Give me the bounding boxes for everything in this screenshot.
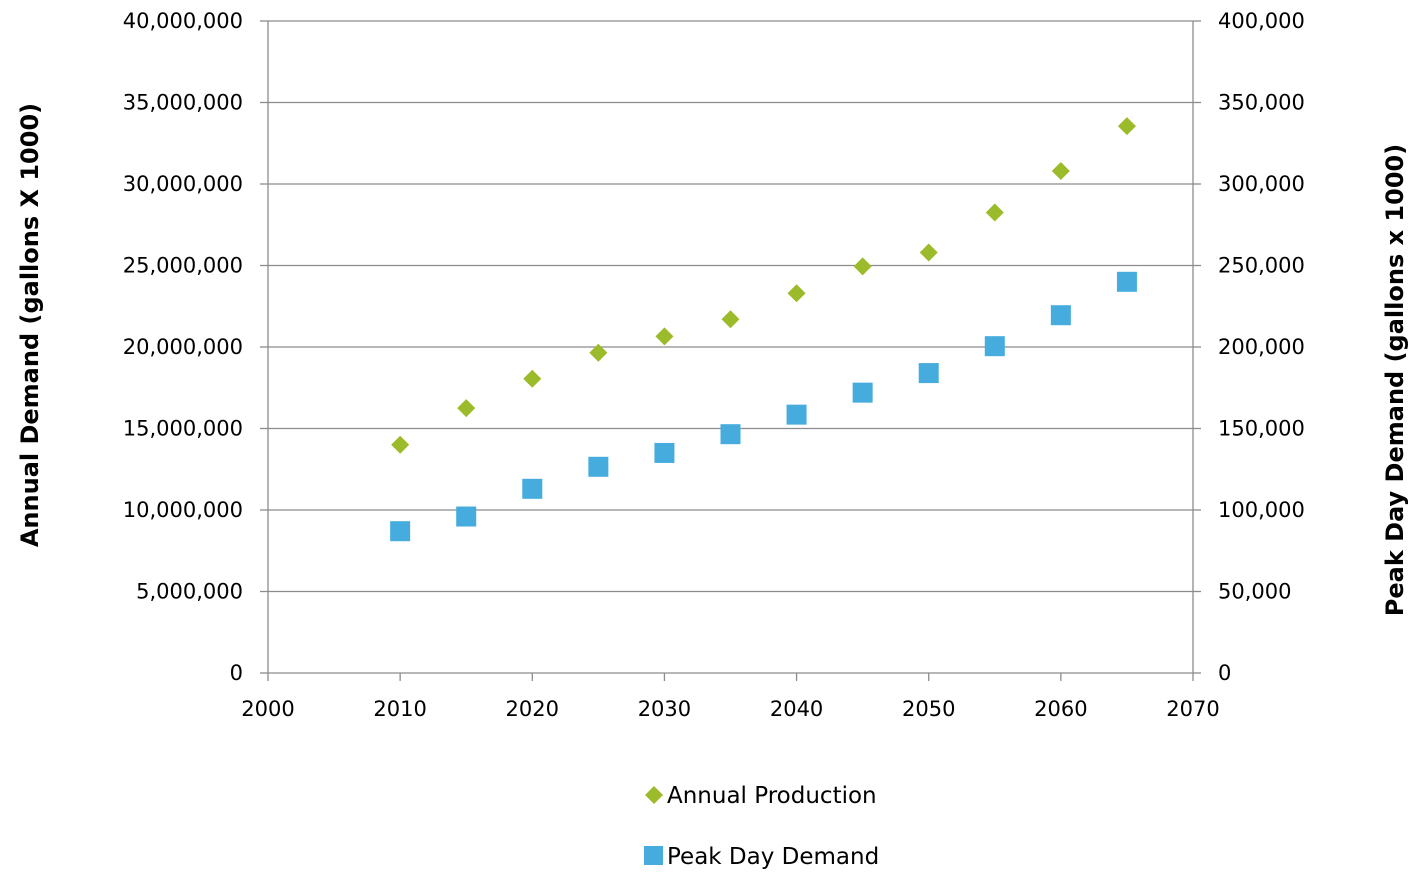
y2-tick-label: 150,000	[1218, 417, 1305, 441]
y2-tick-label: 100,000	[1218, 498, 1305, 522]
x-tick-label: 2040	[770, 697, 823, 721]
data-series	[390, 117, 1137, 542]
x-tick-label: 2050	[902, 697, 955, 721]
tick-labels: 0 0 5,000,000 50,000 10,000,000 100,000 15,000…	[123, 9, 1305, 721]
data-point-diamond	[523, 369, 542, 388]
y2-tick-label: 50,000	[1218, 580, 1291, 604]
y-tick-label: 35,000,000	[123, 91, 243, 115]
data-point-square	[720, 424, 741, 445]
data-point-square	[918, 363, 939, 384]
legend-square-marker	[644, 846, 663, 865]
y-tick-label: 25,000,000	[123, 254, 243, 278]
y-axis-title: Annual Demand (gallons X 1000)	[16, 103, 44, 547]
data-point-square	[522, 478, 543, 499]
legend-label: Annual Production	[667, 783, 877, 809]
x-tick-label: 2030	[638, 697, 691, 721]
data-point-square	[984, 336, 1005, 357]
data-point-square	[654, 442, 675, 463]
series-annual-production	[391, 117, 1136, 454]
legend-diamond-marker	[645, 786, 663, 804]
data-point-diamond	[919, 243, 938, 262]
y-tick-label: 5,000,000	[136, 580, 243, 604]
y2-tick-label: 350,000	[1218, 91, 1305, 115]
y-tick-label: 0	[230, 661, 243, 685]
data-point-square	[1050, 305, 1071, 326]
x-tick-label: 2060	[1034, 697, 1087, 721]
data-point-square	[852, 382, 873, 403]
y-tick-label: 20,000,000	[123, 335, 243, 359]
y2-tick-label: 250,000	[1218, 254, 1305, 278]
data-point-diamond	[1117, 117, 1136, 136]
y2-tick-label: 200,000	[1218, 335, 1305, 359]
x-tick-label: 2000	[241, 697, 294, 721]
data-point-diamond	[655, 327, 674, 346]
data-point-diamond	[721, 310, 740, 329]
x-tick-label: 2020	[506, 697, 559, 721]
y-tick-label: 40,000,000	[123, 9, 243, 33]
data-point-square	[786, 404, 807, 425]
data-point-square	[456, 506, 477, 527]
legend: Annual Production Peak Day Demand	[644, 783, 879, 870]
data-point-diamond	[985, 203, 1004, 222]
data-point-diamond	[391, 435, 410, 454]
data-point-square	[390, 521, 411, 542]
data-point-diamond	[1051, 161, 1070, 180]
x-tick-label: 2070	[1166, 697, 1219, 721]
y-tick-label: 30,000,000	[123, 172, 243, 196]
data-point-diamond	[589, 343, 608, 362]
legend-label: Peak Day Demand	[667, 844, 879, 870]
data-point-diamond	[787, 284, 806, 303]
data-point-square	[588, 456, 609, 477]
legend-item-peak-day-demand: Peak Day Demand	[644, 844, 879, 870]
x-tick-label: 2010	[373, 697, 426, 721]
y2-tick-label: 0	[1218, 661, 1231, 685]
y2-axis-title: Peak Day Demand (gallons x 1000)	[1381, 144, 1409, 616]
y-tick-label: 15,000,000	[123, 417, 243, 441]
series-peak-day-demand	[390, 271, 1137, 542]
legend-item-annual-production: Annual Production	[645, 783, 877, 809]
data-point-diamond	[457, 399, 476, 418]
data-point-diamond	[853, 257, 872, 276]
y-tick-label: 10,000,000	[123, 498, 243, 522]
y2-tick-label: 300,000	[1218, 172, 1305, 196]
y2-tick-label: 400,000	[1218, 9, 1305, 33]
axes	[260, 20, 1201, 681]
data-point-square	[1116, 271, 1137, 292]
